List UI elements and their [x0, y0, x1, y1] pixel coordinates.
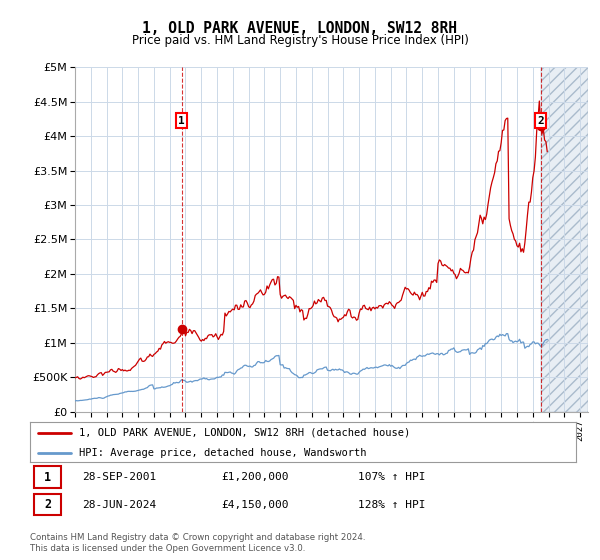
Bar: [541, 67, 588, 412]
Text: Contains HM Land Registry data © Crown copyright and database right 2024.: Contains HM Land Registry data © Crown c…: [30, 533, 365, 542]
Text: Price paid vs. HM Land Registry's House Price Index (HPI): Price paid vs. HM Land Registry's House …: [131, 34, 469, 46]
Text: 107% ↑ HPI: 107% ↑ HPI: [358, 472, 425, 482]
FancyBboxPatch shape: [34, 494, 61, 515]
Text: HPI: Average price, detached house, Wandsworth: HPI: Average price, detached house, Wand…: [79, 448, 367, 458]
Text: 28-SEP-2001: 28-SEP-2001: [82, 472, 156, 482]
Text: 1: 1: [178, 116, 185, 125]
Bar: [541, 67, 588, 412]
Text: 2: 2: [44, 498, 51, 511]
Text: 2: 2: [537, 116, 544, 125]
FancyBboxPatch shape: [34, 466, 61, 488]
Text: 28-JUN-2024: 28-JUN-2024: [82, 500, 156, 510]
Text: This data is licensed under the Open Government Licence v3.0.: This data is licensed under the Open Gov…: [30, 544, 305, 553]
Text: £4,150,000: £4,150,000: [221, 500, 289, 510]
Text: 1, OLD PARK AVENUE, LONDON, SW12 8RH: 1, OLD PARK AVENUE, LONDON, SW12 8RH: [143, 21, 458, 36]
Text: 1: 1: [44, 470, 51, 483]
Text: £1,200,000: £1,200,000: [221, 472, 289, 482]
Text: 128% ↑ HPI: 128% ↑ HPI: [358, 500, 425, 510]
Text: 1, OLD PARK AVENUE, LONDON, SW12 8RH (detached house): 1, OLD PARK AVENUE, LONDON, SW12 8RH (de…: [79, 428, 410, 437]
